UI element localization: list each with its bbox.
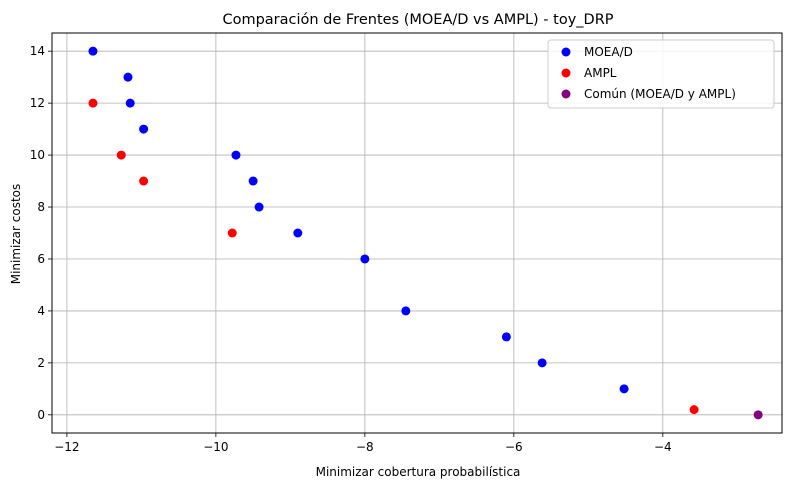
y-tick-label: 8 [37,200,45,214]
plot-frame [51,32,783,434]
series-0-point [254,202,264,212]
y-tick-label: 10 [30,148,45,162]
legend-box [547,39,775,109]
legend-marker [561,47,571,57]
x-tick-label: −10 [203,440,228,454]
series-0-point [501,332,511,342]
legend-marker [561,68,571,78]
y-tick-label: 2 [37,356,45,370]
series-0-point [248,176,258,186]
legend: MOEA/D AMPL Común (MOEA/D y AMPL) [547,39,775,109]
series-1-point [689,405,699,415]
legend-marker [561,89,571,99]
y-tick-label: 4 [37,304,45,318]
x-tick-label: −8 [356,440,374,454]
series-0-point [360,254,370,264]
series-0-point [139,124,149,134]
x-tick-label: −4 [654,440,672,454]
series-0-point [123,72,133,82]
axis-ticks: −12 −10 −8 −6 −4 0 2 4 6 8 10 12 14 [30,44,672,454]
y-tick-label: 14 [30,44,45,58]
x-tick-label: −12 [54,440,79,454]
legend-label: Común (MOEA/D y AMPL) [584,87,736,101]
y-tick-label: 12 [30,96,45,110]
legend-label: MOEA/D [584,45,633,59]
series-1-point [88,98,98,108]
series-1-point [116,150,126,160]
series-0-point [401,306,411,316]
chart-title: Comparación de Frentes (MOEA/D vs AMPL) … [222,12,613,28]
y-axis-title: Minimizar costos [9,184,23,285]
series-0-point [537,358,547,368]
legend-label: AMPL [584,66,617,80]
data-points [88,46,763,420]
series-2-point [753,410,763,420]
x-tick-label: −6 [505,440,523,454]
grid-lines [52,33,782,433]
y-tick-label: 0 [37,408,45,422]
series-1-point [139,176,149,186]
y-tick-label: 6 [37,252,45,266]
series-0-point [88,46,98,56]
series-0-point [125,98,135,108]
series-0-point [231,150,241,160]
x-axis-title: Minimizar cobertura probabilística [316,465,521,479]
series-1-point [227,228,237,238]
series-0-point [293,228,303,238]
series-0-point [619,384,629,394]
